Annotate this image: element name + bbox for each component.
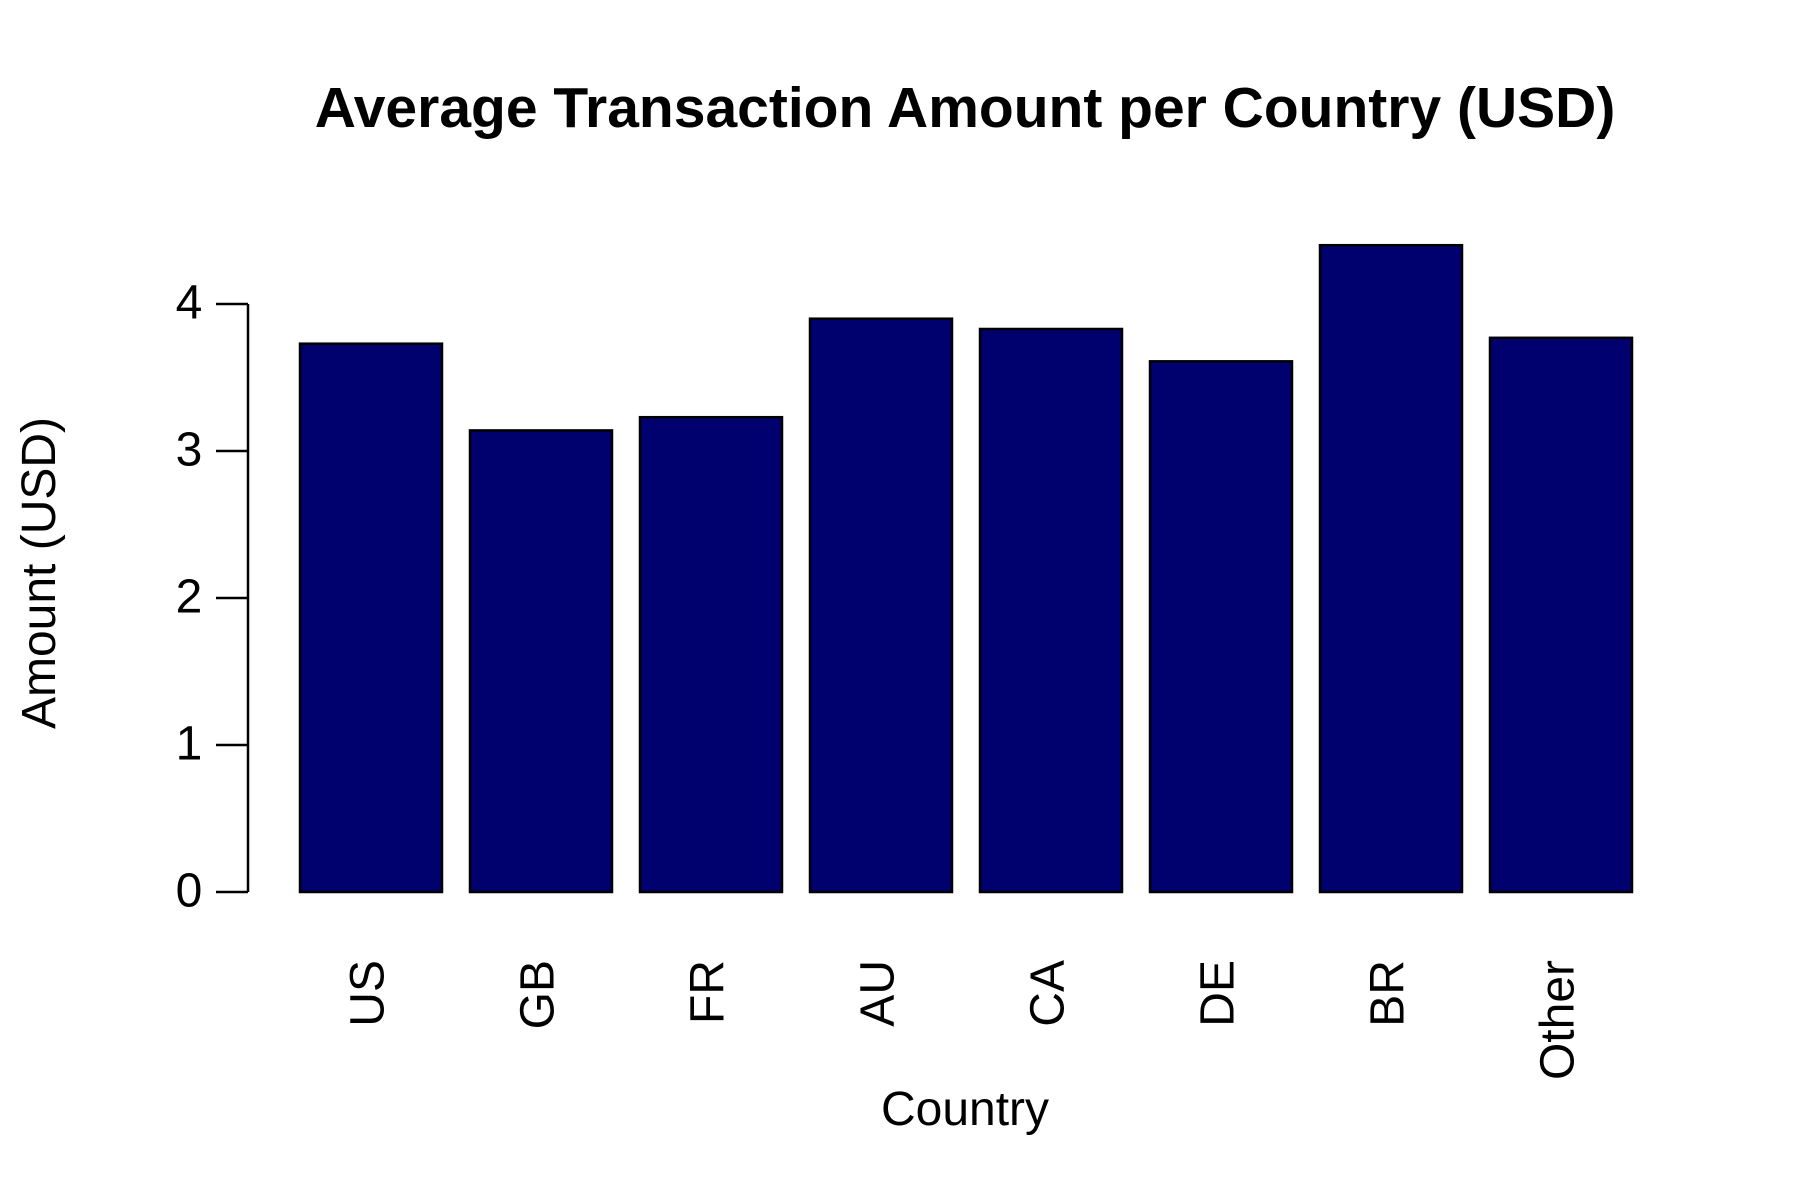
bar-de — [1148, 360, 1294, 894]
x-axis-label: Country — [881, 1083, 1049, 1136]
x-tick-label-fr: FR — [682, 960, 735, 1024]
bar-gb — [468, 429, 614, 894]
bar-au — [808, 317, 954, 894]
x-tick-label-de: DE — [1192, 960, 1245, 1027]
y-axis: 0 1 2 3 4 — [176, 277, 250, 918]
x-tick-label-au: AU — [852, 960, 905, 1027]
x-tick-label-ca: CA — [1022, 960, 1075, 1027]
y-tick-label: 0 — [176, 865, 203, 918]
bar-ca — [978, 327, 1124, 894]
y-tick-label: 1 — [176, 718, 203, 771]
chart-title: Average Transaction Amount per Country (… — [315, 76, 1616, 140]
x-tick-label-gb: GB — [512, 960, 565, 1029]
bar-fr — [638, 415, 784, 894]
x-tick-label-br: BR — [1362, 960, 1415, 1027]
x-tick-labels: US GB FR AU CA DE BR Other — [342, 960, 1585, 1080]
bar-other — [1488, 336, 1634, 894]
y-axis-label: Amount (USD) — [13, 417, 66, 729]
bars-group — [298, 243, 1634, 894]
bar-br — [1318, 243, 1464, 894]
bar-us — [298, 342, 444, 894]
x-tick-label-us: US — [342, 960, 395, 1027]
y-tick-label: 4 — [176, 277, 203, 330]
y-tick-label: 3 — [176, 424, 203, 477]
y-tick-label: 2 — [176, 571, 203, 624]
x-tick-label-other: Other — [1532, 960, 1585, 1080]
